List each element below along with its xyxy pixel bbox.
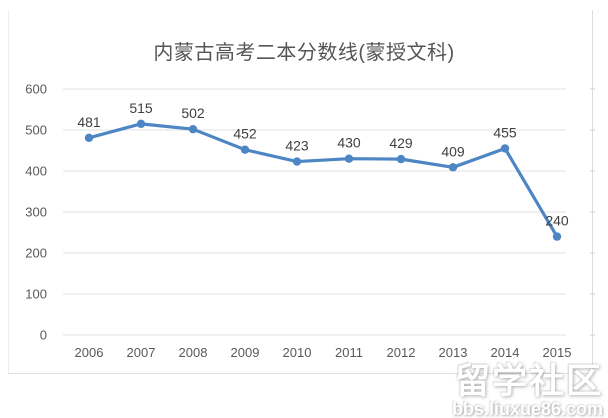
data-label: 452 [233,126,257,142]
data-point-marker [396,154,406,164]
series-line [87,122,559,239]
data-point-marker [240,145,250,154]
data-point-marker [344,154,354,163]
data-label: 240 [545,213,569,229]
y-axis-tick-label: 500 [25,123,47,138]
data-label: 515 [129,100,153,116]
y-axis-tick-label: 100 [25,287,47,302]
data-label: 423 [285,138,309,154]
y-axis-tick-label: 600 [25,82,47,97]
x-axis-tick-label: 2007 [127,345,156,360]
data-point-marker [84,133,94,142]
y-axis-tick-label: 0 [40,328,47,343]
y-axis-tick-label: 300 [25,205,47,220]
x-axis-tick-label: 2009 [231,345,260,360]
data-point-marker [188,124,198,134]
x-axis-tick-label: 2011 [335,345,363,360]
chart-title: 内蒙古高考二本分数线(蒙授文科) [153,42,455,64]
x-axis-tick-label: 2008 [179,345,208,360]
x-axis-tick-label: 2014 [491,345,520,360]
data-label: 409 [441,143,465,159]
data-label: 481 [77,114,101,130]
data-label: 502 [181,105,205,121]
x-axis-tick-label: 2012 [387,345,416,360]
data-point-marker [552,232,562,241]
data-point-marker [292,157,302,166]
y-axis-tick-label: 400 [25,164,47,179]
data-label: 429 [389,135,413,151]
data-label: 430 [337,135,361,151]
data-label: 455 [493,124,517,140]
x-axis-tick-label: 2010 [283,345,312,360]
data-point-marker [500,144,510,153]
data-point-marker [136,119,146,129]
x-axis-tick-label: 2013 [439,345,468,360]
x-axis-tick-label: 2006 [75,345,104,360]
data-point-marker [448,163,458,172]
x-axis-tick-label: 2015 [543,345,572,360]
y-axis-tick-label: 200 [25,246,47,261]
